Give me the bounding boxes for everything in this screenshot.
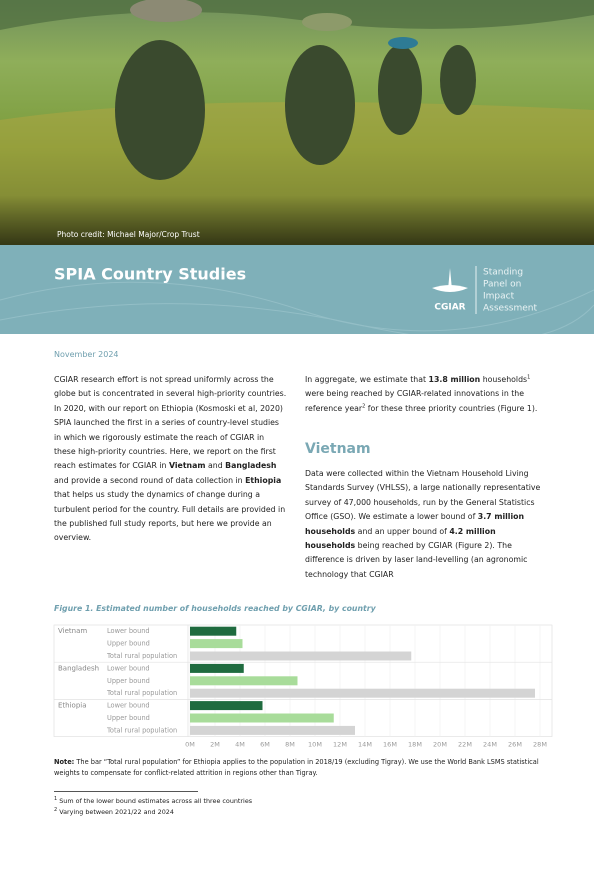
bar <box>190 725 355 735</box>
text: Ethiopia <box>245 475 282 485</box>
series-label: Lower bound <box>107 702 150 710</box>
x-tick-label: 12M <box>333 741 347 749</box>
photo-credit: Photo credit: Michael Major/Crop Trust <box>57 230 200 239</box>
x-tick-label: 20M <box>433 741 447 749</box>
x-tick-label: 4M <box>235 741 245 749</box>
title: SPIA Country Studies <box>54 265 246 284</box>
banner <box>0 245 594 334</box>
intro: CGIAR research effort is not spread unif… <box>54 373 288 546</box>
logo-text: CGIAR <box>434 303 465 313</box>
text: Vietnam <box>168 461 206 471</box>
x-tick-label: 18M <box>408 741 422 749</box>
footnote-rule <box>54 791 198 792</box>
footnote-ref: 2 <box>362 403 366 410</box>
footnote-mark: 1 <box>54 795 58 802</box>
panel-text: Standing <box>483 268 523 278</box>
x-tick-label: 6M <box>260 741 270 749</box>
text: Data were collected within the Vietnam H… <box>305 469 541 522</box>
header-graphic: Photo credit: Michael Major/Crop Trust S… <box>0 0 594 334</box>
x-tick-label: 10M <box>308 741 322 749</box>
footnote-ref: 1 <box>527 374 531 381</box>
series-label: Lower bound <box>107 627 150 635</box>
aggregate: In aggregate, we estimate that 13.8 mill… <box>305 373 545 416</box>
text: 3.7 million households <box>305 512 525 536</box>
text: Bangladesh <box>225 461 277 471</box>
x-tick-label: 24M <box>483 741 497 749</box>
note: Note: The bar “Total rural population” f… <box>54 757 544 779</box>
category-label: Ethiopia <box>58 702 87 710</box>
text: 4.2 million households <box>305 526 496 551</box>
text: The bar “Total rural population” for Eth… <box>54 758 539 777</box>
x-tick-label: 16M <box>383 741 397 749</box>
text: In aggregate, we estimate that <box>305 375 429 384</box>
x-tick-label: 26M <box>508 741 522 749</box>
x-tick-label: 8M <box>285 741 295 749</box>
bar <box>190 651 412 661</box>
text: Varying between 2021/22 and 2024 <box>59 808 174 816</box>
x-tick-label: 14M <box>358 741 372 749</box>
plot-frame <box>53 624 553 737</box>
bar <box>190 639 243 649</box>
bar <box>190 688 535 698</box>
date: November 2024 <box>54 350 119 359</box>
bar <box>190 676 298 686</box>
series-label: Total rural population <box>106 726 177 734</box>
text: and <box>205 461 226 471</box>
text: for these three priority countries (Figu… <box>365 403 538 413</box>
series-label: Lower bound <box>107 664 150 672</box>
series-label: Upper bound <box>107 640 150 648</box>
panel-text: Panel on <box>483 280 521 290</box>
text: CGIAR research effort is not spread unif… <box>54 375 287 471</box>
text: being reached by CGIAR (Figure 2). The d… <box>305 541 528 579</box>
footnote-mark: 2 <box>54 806 58 813</box>
text: Note: <box>54 758 75 766</box>
logo-mark <box>432 268 468 292</box>
series-label: Upper bound <box>107 677 150 685</box>
footnote: 1 Sum of the lower bound estimates acros… <box>54 796 252 807</box>
x-tick-label: 0M <box>185 741 195 749</box>
category-label: Bangladesh <box>58 664 99 672</box>
panel-text: Assessment <box>483 304 537 314</box>
bar <box>190 713 334 723</box>
vietnam-text: Data were collected within the Vietnam H… <box>305 467 545 582</box>
footnotes: 1 Sum of the lower bound estimates acros… <box>54 796 252 818</box>
text: Sum of the lower bound estimates across … <box>59 797 253 805</box>
chart-title: Figure 1. Estimated number of households… <box>54 604 376 613</box>
series-label: Upper bound <box>107 714 150 722</box>
text: and provide a second round of data colle… <box>54 475 246 485</box>
text: that helps us study the dynamics of chan… <box>54 490 286 543</box>
bar <box>190 701 263 711</box>
bar <box>190 626 237 636</box>
footnote: 2 Varying between 2021/22 and 2024 <box>54 807 252 818</box>
x-tick-label: 28M <box>533 741 547 749</box>
x-tick-label: 2M <box>210 741 220 749</box>
series-label: Total rural population <box>106 652 177 660</box>
category-label: Vietnam <box>58 627 87 635</box>
panel-text: Impact <box>483 292 515 302</box>
text: were being reached by CGIAR-related inno… <box>305 389 525 413</box>
text: 13.8 million <box>428 375 481 384</box>
heading: Vietnam <box>305 441 371 457</box>
chart: 0M 2M 4M 6M 8M 10M 12M 14M 16M 18M 20M 22M 24M 26M 28M… <box>53 624 553 749</box>
x-tick-label: 22M <box>458 741 472 749</box>
text: and an upper bound of <box>355 526 450 536</box>
bar <box>190 663 244 673</box>
series-label: Total rural population <box>106 689 177 697</box>
text: households <box>480 375 528 384</box>
